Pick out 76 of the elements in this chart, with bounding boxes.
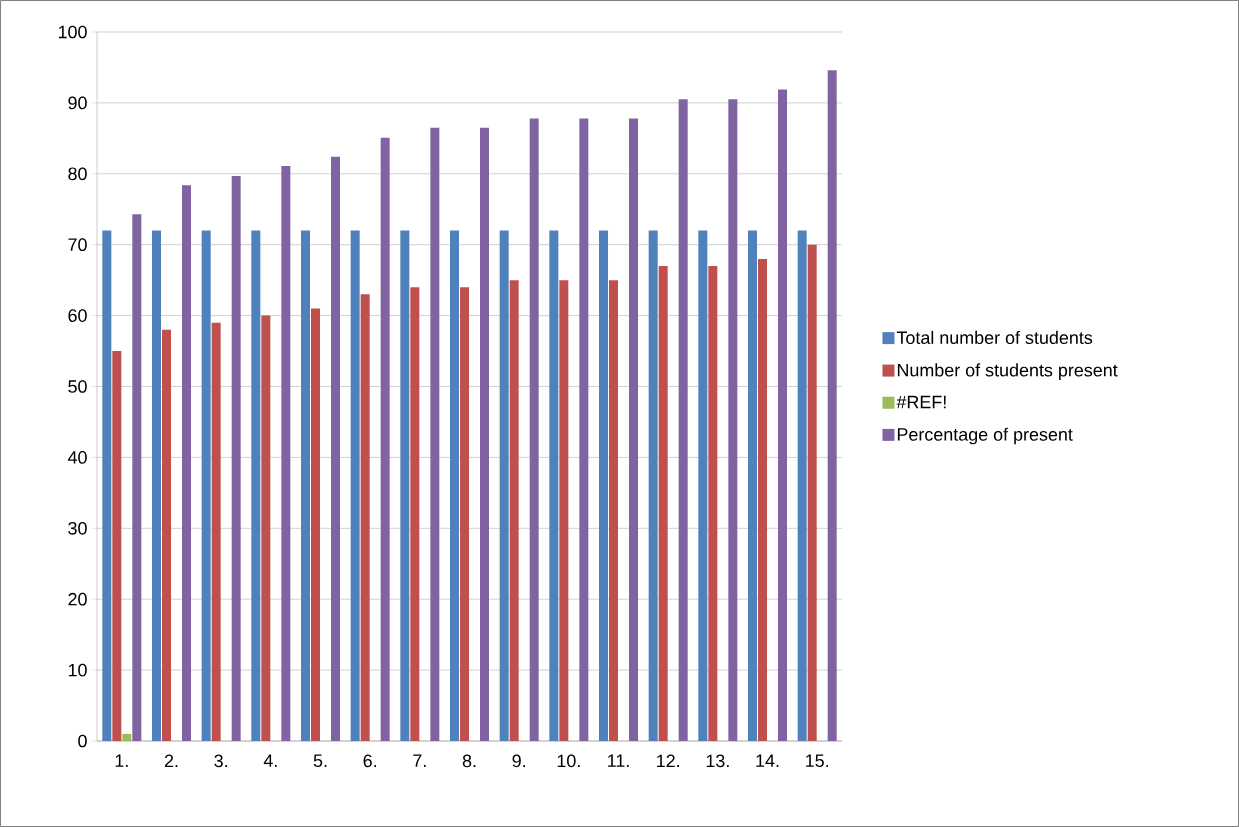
y-tick-label: 60: [68, 309, 87, 322]
bar: [728, 99, 738, 741]
bar: [112, 351, 122, 741]
bar: [152, 230, 161, 741]
bar: [758, 258, 768, 741]
bar: [778, 89, 788, 741]
x-tick-label: 14.: [756, 754, 779, 767]
bar: [331, 156, 340, 741]
bar: [450, 230, 459, 741]
x-tick-label: 6.: [363, 754, 377, 768]
bar: [609, 280, 619, 741]
bar: [251, 230, 261, 741]
bar: [182, 185, 191, 741]
bar: [231, 175, 241, 741]
bar: [162, 329, 171, 741]
y-tick-label: 30: [68, 521, 87, 535]
bar: [102, 230, 112, 741]
bar: [797, 230, 807, 741]
bar: [698, 230, 708, 741]
x-tick-label: 10.: [557, 754, 580, 768]
x-tick-label: 11.: [608, 754, 629, 767]
bar: [480, 127, 490, 741]
bar: [529, 118, 539, 741]
bar: [807, 244, 817, 741]
y-tick-label: 40: [67, 451, 87, 464]
x-tick-label: 1.: [115, 754, 128, 767]
bar: [350, 230, 360, 741]
bar: [301, 230, 310, 741]
legend-label: Total number of students: [896, 330, 1093, 345]
y-tick-label: 0: [78, 734, 87, 748]
x-tick-label: 8.: [462, 754, 476, 768]
legend-label: Percentage of present: [897, 427, 1073, 445]
bar: [460, 287, 469, 741]
y-tick-label: 50: [68, 380, 87, 393]
bar: [380, 137, 390, 741]
y-tick-label: 80: [68, 167, 87, 181]
bar: [509, 280, 519, 741]
legend-label: #REF!: [896, 395, 946, 409]
bar: [211, 322, 221, 741]
bar: [122, 733, 132, 741]
bar: [559, 280, 569, 741]
bar: [629, 118, 639, 741]
y-tick-label: 90: [68, 96, 87, 110]
x-tick-label: 7.: [413, 754, 426, 767]
bar: [678, 99, 688, 741]
bar: [360, 294, 370, 741]
bar: [827, 70, 837, 741]
x-tick-label: 2.: [164, 754, 178, 768]
x-tick-label: 13.: [706, 754, 729, 768]
bar: [201, 230, 211, 741]
bar: [549, 230, 559, 741]
bar: [708, 265, 718, 741]
y-tick-label: 20: [68, 592, 87, 606]
bar: [281, 165, 291, 741]
x-tick-label: 9.: [512, 754, 526, 768]
bar: [599, 230, 609, 741]
x-tick-label: 5.: [313, 754, 327, 768]
legend-label: Number of students present: [897, 363, 1118, 381]
x-tick-label: 15.: [806, 754, 828, 768]
bar: [311, 308, 320, 741]
x-tick-label: 12.: [657, 754, 679, 768]
y-tick-label: 70: [68, 238, 87, 252]
bar: [400, 230, 410, 741]
bar: [658, 265, 668, 741]
bar: [430, 127, 440, 741]
y-tick-label: 10: [68, 663, 87, 677]
bar: [579, 118, 589, 741]
bar: [410, 287, 420, 741]
bar: [261, 315, 271, 741]
x-tick-label: 4.: [263, 754, 277, 767]
y-tick-label: 100: [58, 25, 87, 39]
bar: [748, 230, 758, 741]
bar: [499, 230, 509, 741]
x-tick-label: 3.: [214, 754, 228, 768]
bar: [648, 230, 658, 741]
bar: [132, 214, 142, 741]
